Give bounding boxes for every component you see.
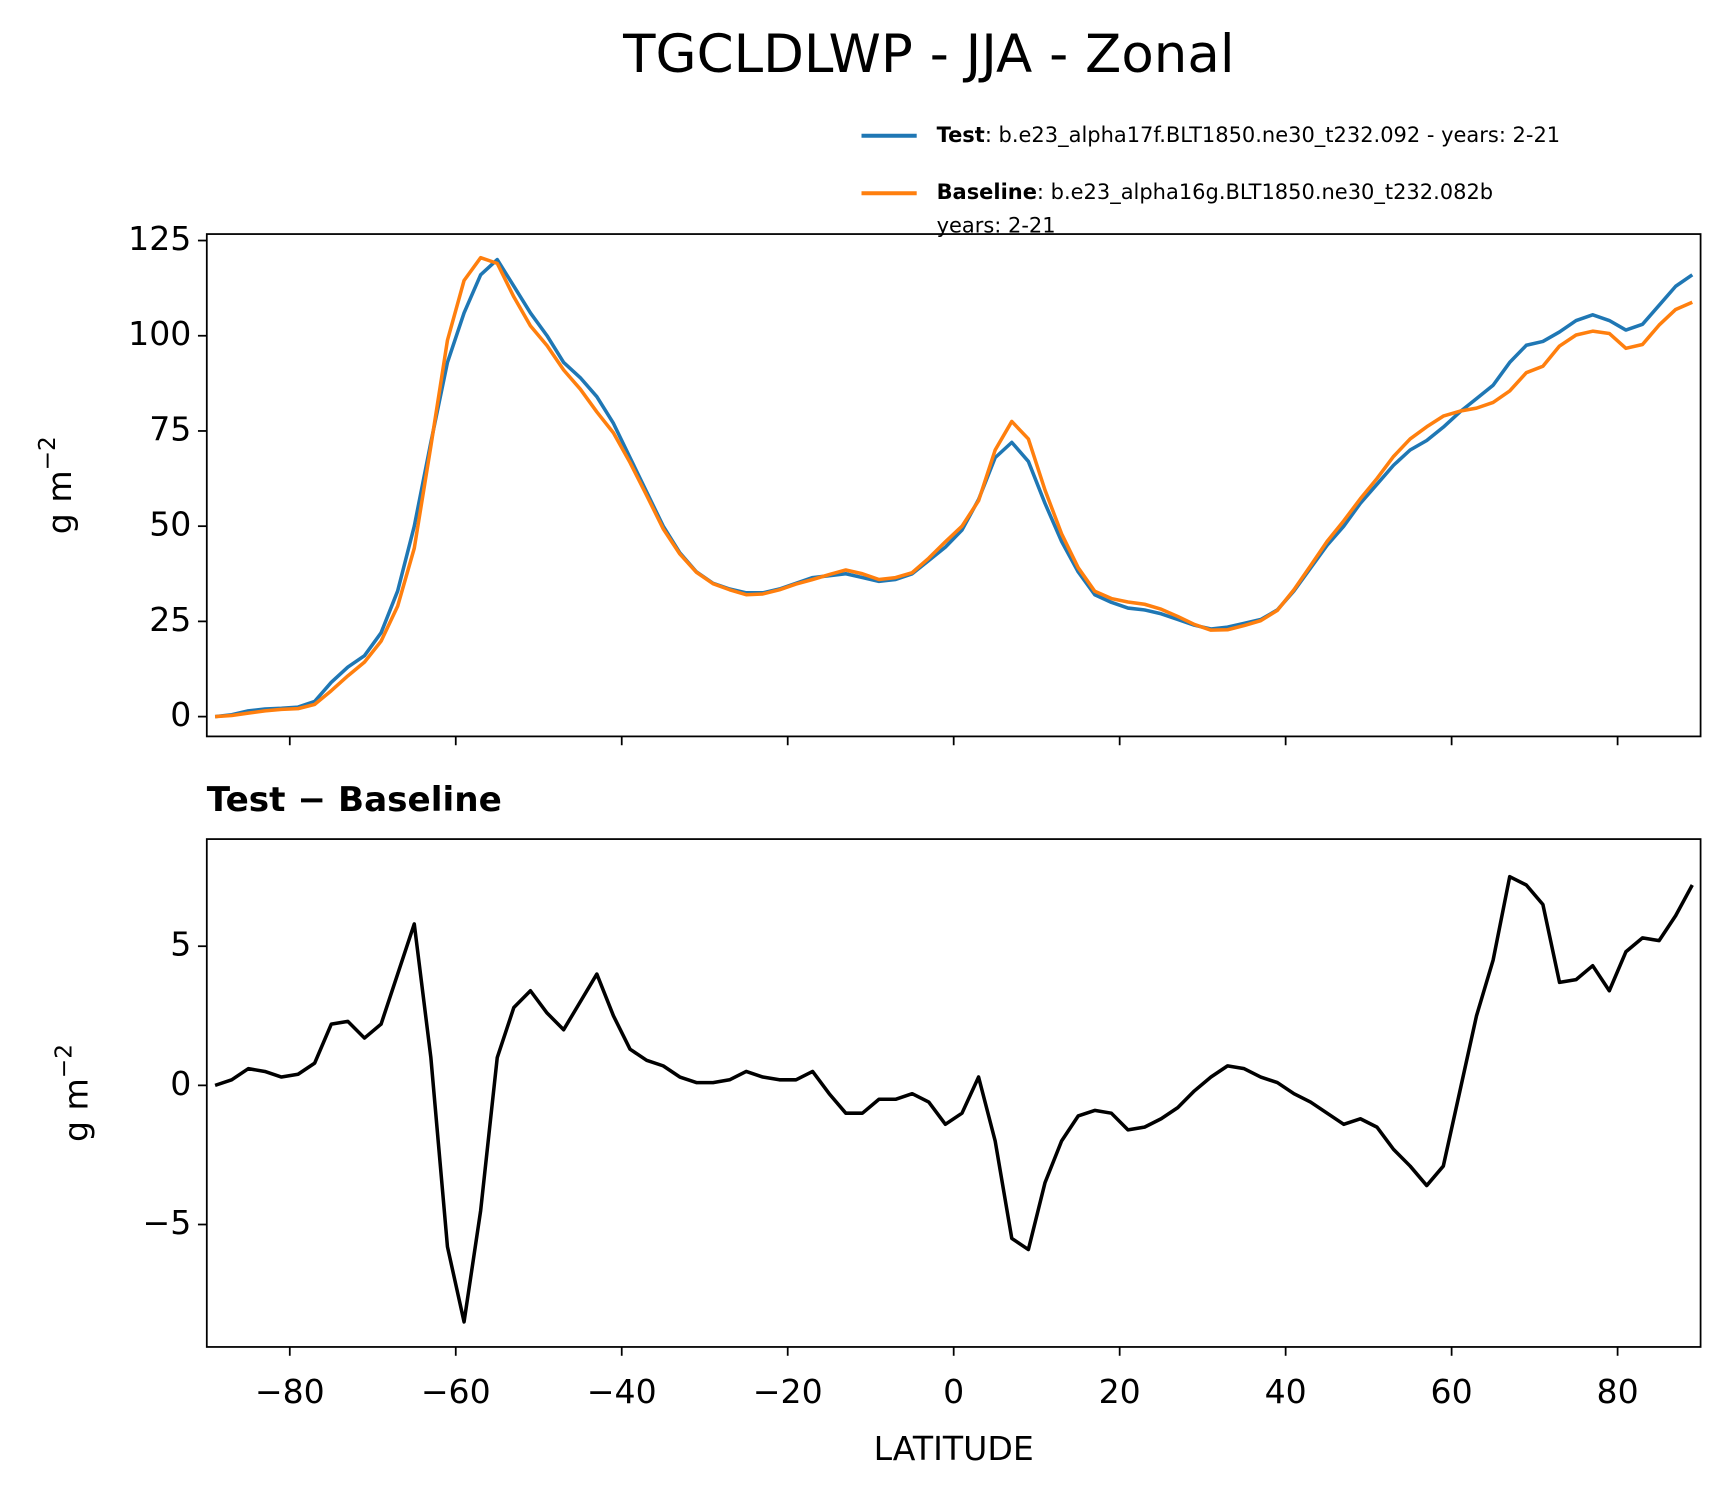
plot-frame bbox=[205, 233, 1702, 738]
x-tick-label: −80 bbox=[255, 1372, 325, 1411]
y-tick-label: 125 bbox=[128, 219, 191, 258]
x-tick-label: 80 bbox=[1597, 1372, 1639, 1411]
y-axis-label-unit: g m bbox=[40, 470, 79, 534]
x-tick-label: 60 bbox=[1431, 1372, 1473, 1411]
legend-name: Test bbox=[937, 123, 985, 147]
legend-detail: : b.e23_alpha17f.BLT1850.ne30_t232.092 -… bbox=[985, 123, 1560, 148]
legend-name: Baseline bbox=[937, 180, 1037, 204]
x-tick-label: 0 bbox=[943, 1372, 964, 1411]
plot-frame bbox=[205, 838, 1702, 1348]
figure-title: TGCLDLWP - JJA - Zonal bbox=[622, 24, 1234, 85]
data-line bbox=[214, 255, 1693, 719]
y-tick-label: −5 bbox=[143, 1203, 192, 1242]
x-tick-label: −60 bbox=[421, 1372, 491, 1411]
legend-detail: years: 2-21 bbox=[937, 213, 1056, 237]
y-axis-label: g m−2 bbox=[50, 1044, 95, 1142]
y-axis-label: g m−2 bbox=[33, 436, 78, 534]
legend-label: Test: b.e23_alpha17f.BLT1850.ne30_t232.0… bbox=[937, 123, 1561, 148]
x-tick-label: 20 bbox=[1099, 1372, 1141, 1411]
legend-label: years: 2-21 bbox=[937, 213, 1056, 237]
y-tick-label: 0 bbox=[170, 695, 191, 734]
legend-detail: : b.e23_alpha16g.BLT1850.ne30_t232.082b bbox=[1037, 180, 1493, 205]
x-tick-label: −40 bbox=[587, 1372, 657, 1411]
y-axis-label-exponent: −2 bbox=[33, 436, 60, 470]
data-line bbox=[214, 874, 1694, 1324]
y-axis-label-unit: g m bbox=[56, 1078, 95, 1142]
y-axis-label-exponent: −2 bbox=[50, 1044, 77, 1078]
y-tick-label: 50 bbox=[149, 505, 191, 544]
y-tick-label: 0 bbox=[170, 1064, 191, 1103]
legend-label: Baseline: b.e23_alpha16g.BLT1850.ne30_t2… bbox=[937, 180, 1494, 205]
y-tick-label: 25 bbox=[149, 600, 191, 639]
x-tick-label: −20 bbox=[753, 1372, 823, 1411]
y-tick-label: 5 bbox=[170, 925, 191, 964]
subplot-title: Test − Baseline bbox=[207, 780, 502, 820]
x-tick-label: 40 bbox=[1265, 1372, 1307, 1411]
x-axis-label: LATITUDE bbox=[874, 1429, 1034, 1468]
data-line bbox=[214, 257, 1694, 719]
y-tick-label: 100 bbox=[128, 314, 191, 353]
y-tick-label: 75 bbox=[149, 409, 191, 448]
